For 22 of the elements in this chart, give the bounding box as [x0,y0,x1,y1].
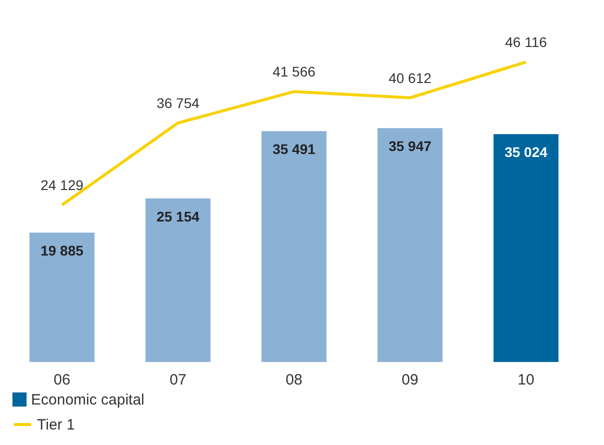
bar [30,232,94,362]
data-label: 41 566 [272,64,316,80]
legend-label: Tier 1 [37,416,75,434]
bar [378,128,442,362]
x-tick-label: 07 [170,372,186,388]
x-tick-label: 06 [54,372,70,388]
bar [262,131,326,362]
data-label: 24 129 [40,177,84,194]
bar [494,134,558,362]
data-label: 46 116 [505,34,548,50]
legend-label: Economic capital [31,392,144,408]
data-label: 19 885 [40,242,84,259]
data-label: 25 154 [156,208,200,224]
data-label: 35 024 [504,144,548,160]
data-label: 35 947 [388,138,432,154]
x-tick-label: 09 [402,372,418,388]
bar [146,198,210,362]
data-label: 36 754 [156,94,200,111]
x-tick-label: 10 [518,372,534,388]
data-label: 40 612 [388,70,432,86]
data-label: 35 491 [272,141,316,158]
x-tick-label: 08 [286,372,302,388]
